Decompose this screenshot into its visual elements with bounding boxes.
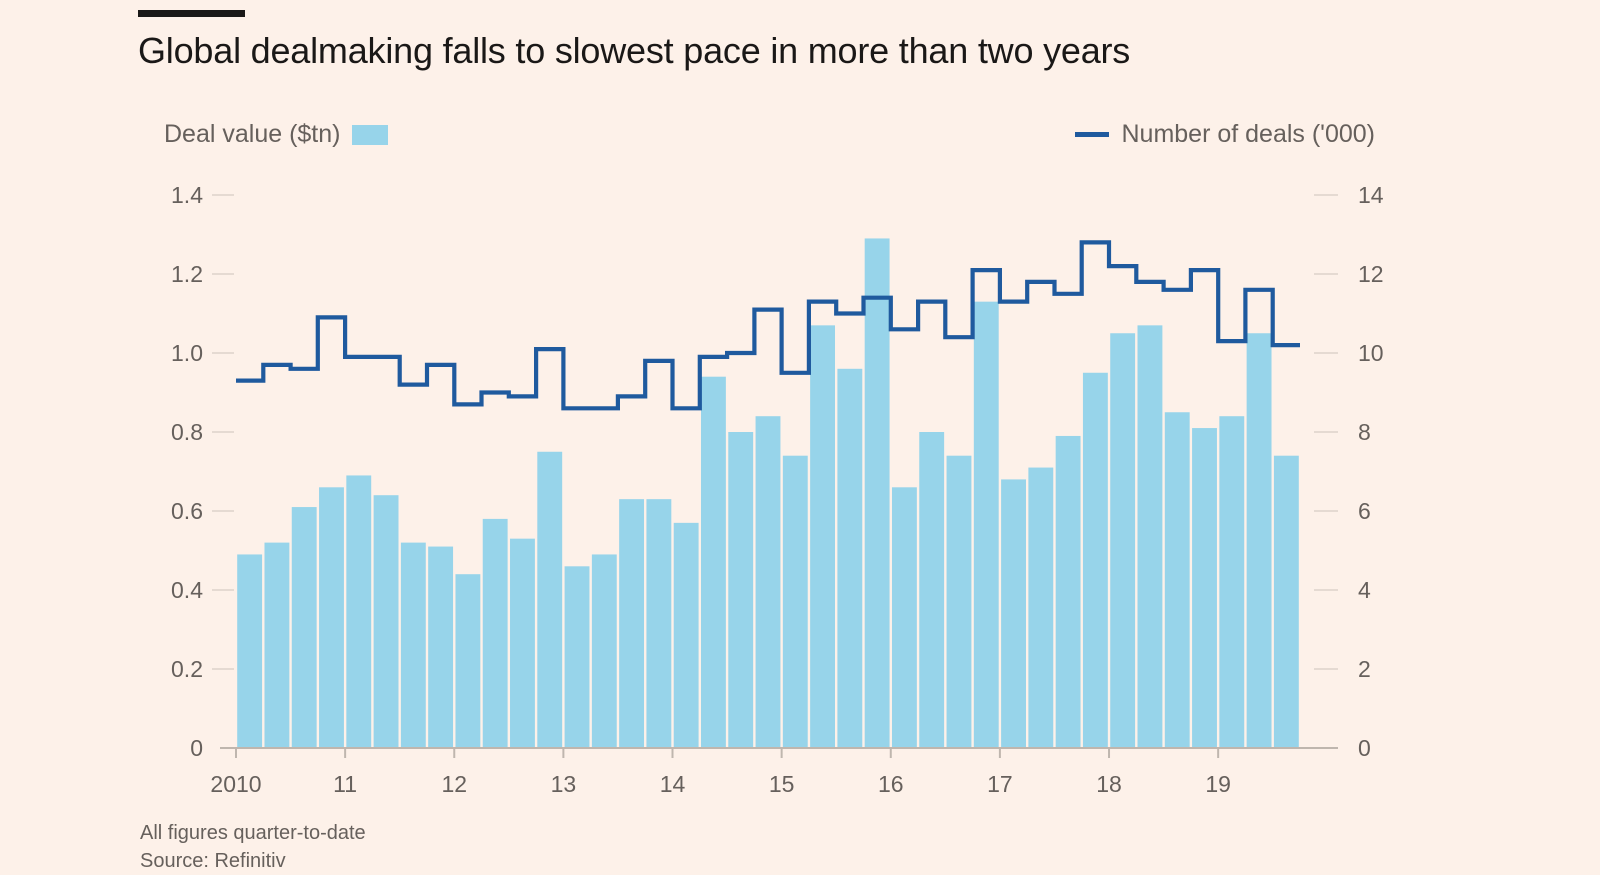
bar	[346, 475, 372, 748]
deals-step-line	[236, 240, 1300, 411]
bar	[428, 546, 454, 748]
footnote: All figures quarter-to-date	[140, 822, 366, 844]
y-left-tick-label: 1.2	[171, 261, 203, 287]
x-tick-label: 18	[1096, 771, 1122, 797]
bar	[373, 495, 399, 748]
x-tick-label: 15	[769, 771, 795, 797]
y-right-tick-label: 8	[1358, 419, 1371, 445]
x-tick-label: 16	[878, 771, 904, 797]
y-left-tick-label: 1.4	[171, 182, 203, 208]
top-rule	[138, 10, 245, 17]
x-tick-label: 13	[551, 771, 577, 797]
bar	[891, 487, 917, 748]
legend-line: Number of deals ('000)	[1075, 120, 1375, 149]
legend-line-swatch	[1075, 132, 1110, 137]
bar	[291, 507, 317, 748]
x-tick-label: 11	[333, 771, 357, 797]
bar	[1273, 455, 1299, 748]
bar	[1082, 372, 1108, 748]
bar	[591, 554, 617, 748]
y-right-tick-label: 2	[1358, 656, 1371, 682]
bar	[619, 499, 645, 748]
bar	[700, 376, 726, 748]
x-tick-label: 12	[441, 771, 467, 797]
bar	[755, 416, 781, 748]
bar	[1028, 467, 1054, 748]
legend-bars-swatch	[352, 124, 389, 145]
bar	[782, 455, 808, 748]
bar	[1246, 333, 1272, 748]
x-tick-label: 14	[660, 771, 686, 797]
bar	[510, 538, 535, 748]
y-left-tick-label: 0.8	[171, 419, 203, 445]
x-tick-label: 17	[987, 771, 1013, 797]
y-right-tick-label: 10	[1358, 340, 1384, 366]
bar	[319, 487, 344, 748]
legend-bars: Deal value ($tn)	[164, 120, 389, 149]
bar	[400, 542, 426, 748]
bar	[1137, 325, 1163, 748]
legend-line-label: Number of deals ('000)	[1121, 120, 1375, 148]
bar	[455, 574, 481, 748]
bar	[1192, 428, 1217, 748]
x-tick-label: 2010	[210, 771, 261, 797]
bar	[1164, 412, 1190, 748]
bar	[810, 325, 836, 748]
bar	[482, 518, 508, 748]
y-right-tick-label: 12	[1358, 261, 1384, 287]
x-tick-label: 19	[1205, 771, 1231, 797]
bar	[1001, 479, 1026, 748]
bar	[264, 542, 290, 748]
bar	[973, 301, 999, 748]
y-right-tick-label: 6	[1358, 498, 1371, 524]
legend-bars-label: Deal value ($tn)	[164, 120, 341, 148]
y-right-tick-label: 4	[1358, 577, 1371, 603]
bar	[564, 566, 590, 748]
y-right-tick-label: 14	[1358, 182, 1384, 208]
y-left-tick-label: 0.2	[171, 656, 203, 682]
bar	[946, 455, 972, 748]
bar	[728, 432, 754, 748]
chart-title: Global dealmaking falls to slowest pace …	[138, 30, 1131, 71]
source-note: Source: Refinitiv	[140, 850, 286, 872]
y-left-tick-label: 1.0	[171, 340, 203, 366]
y-right-tick-label: 0	[1358, 735, 1371, 761]
bar	[864, 238, 890, 748]
bar	[1110, 333, 1136, 748]
bar	[837, 368, 863, 748]
bar	[1219, 416, 1245, 748]
bar	[237, 554, 263, 748]
y-left-tick-label: 0	[190, 735, 203, 761]
y-left-tick-label: 0.4	[171, 577, 203, 603]
bar	[646, 499, 672, 748]
bar	[673, 522, 699, 748]
bar	[537, 451, 563, 748]
bar	[919, 432, 945, 748]
y-left-tick-label: 0.6	[171, 498, 203, 524]
bar	[1055, 435, 1081, 748]
